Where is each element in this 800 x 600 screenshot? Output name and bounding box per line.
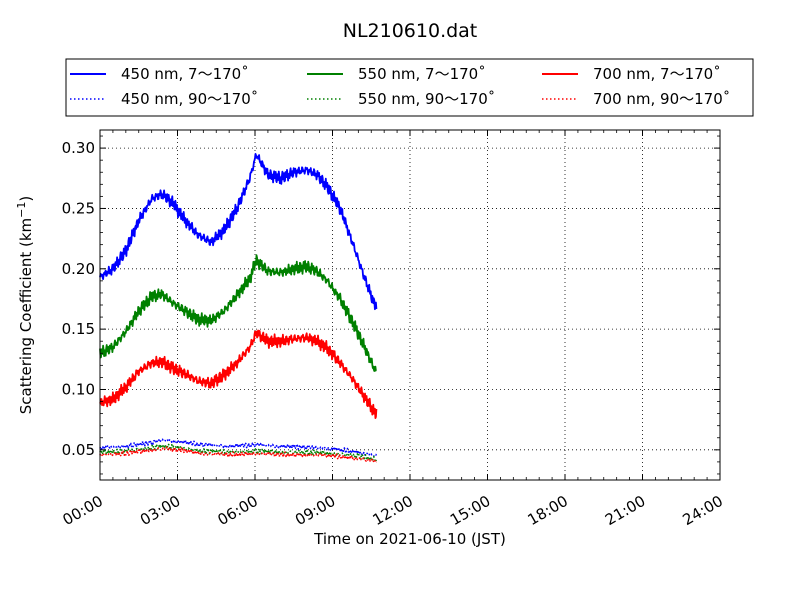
series-line-2 (99, 329, 378, 420)
x-tick-label: 18:00 (525, 492, 571, 529)
y-tick-label: 0.30 (62, 139, 95, 157)
x-tick-label: 15:00 (447, 492, 493, 529)
y-axis: 0.05 0.10 0.15 0.20 0.25 0.30 (62, 135, 720, 475)
x-tick-label: 09:00 (292, 492, 338, 529)
y-tick-label: 0.25 (62, 199, 95, 217)
series-line-5 (99, 446, 377, 464)
x-tick-label: 06:00 (215, 492, 261, 529)
series-line-4 (99, 443, 378, 462)
legend-label-3: 450 nm, 90～170˚ (121, 90, 258, 108)
x-tick-label: 21:00 (602, 492, 648, 529)
legend-label-1: 550 nm, 7～170˚ (358, 65, 486, 83)
y-axis-label-main: Scattering Coefficient (km (17, 218, 35, 414)
x-axis-label: Time on 2021-06-10 (JST) (313, 530, 506, 548)
legend-label-5: 700 nm, 90～170˚ (593, 90, 730, 108)
series-group (99, 152, 378, 464)
legend-box (65, 58, 754, 117)
x-tick-label: 24:00 (680, 492, 726, 529)
legend-label-4: 550 nm, 90～170˚ (358, 90, 495, 108)
y-tick-label: 0.10 (62, 380, 95, 398)
grid (100, 130, 720, 480)
x-tick-label: 00:00 (60, 492, 106, 529)
legend: 450 nm, 7～170˚ 550 nm, 7～170˚ 700 nm, 7～17… (65, 58, 754, 117)
series-line-3 (99, 438, 378, 458)
y-tick-label: 0.15 (62, 320, 95, 338)
x-axis: 00:00 03:00 06:00 09:00 12:00 15:00 18:00 21:00… (60, 130, 726, 529)
x-tick-label: 03:00 (137, 492, 183, 529)
chart-title: NL210610.dat (343, 20, 478, 42)
legend-label-2: 700 nm, 7～170˚ (593, 65, 721, 83)
legend-label-0: 450 nm, 7～170˚ (121, 65, 249, 83)
series-line-0 (99, 152, 378, 311)
y-axis-label-end: ) (17, 196, 35, 202)
y-tick-label: 0.20 (62, 260, 95, 278)
x-tick-label: 12:00 (370, 492, 416, 529)
y-axis-label-sup: −1 (15, 202, 28, 218)
y-axis-label: Scattering Coefficient (km−1) (15, 196, 35, 415)
y-tick-label: 0.05 (62, 441, 95, 459)
series-line-1 (99, 254, 377, 372)
